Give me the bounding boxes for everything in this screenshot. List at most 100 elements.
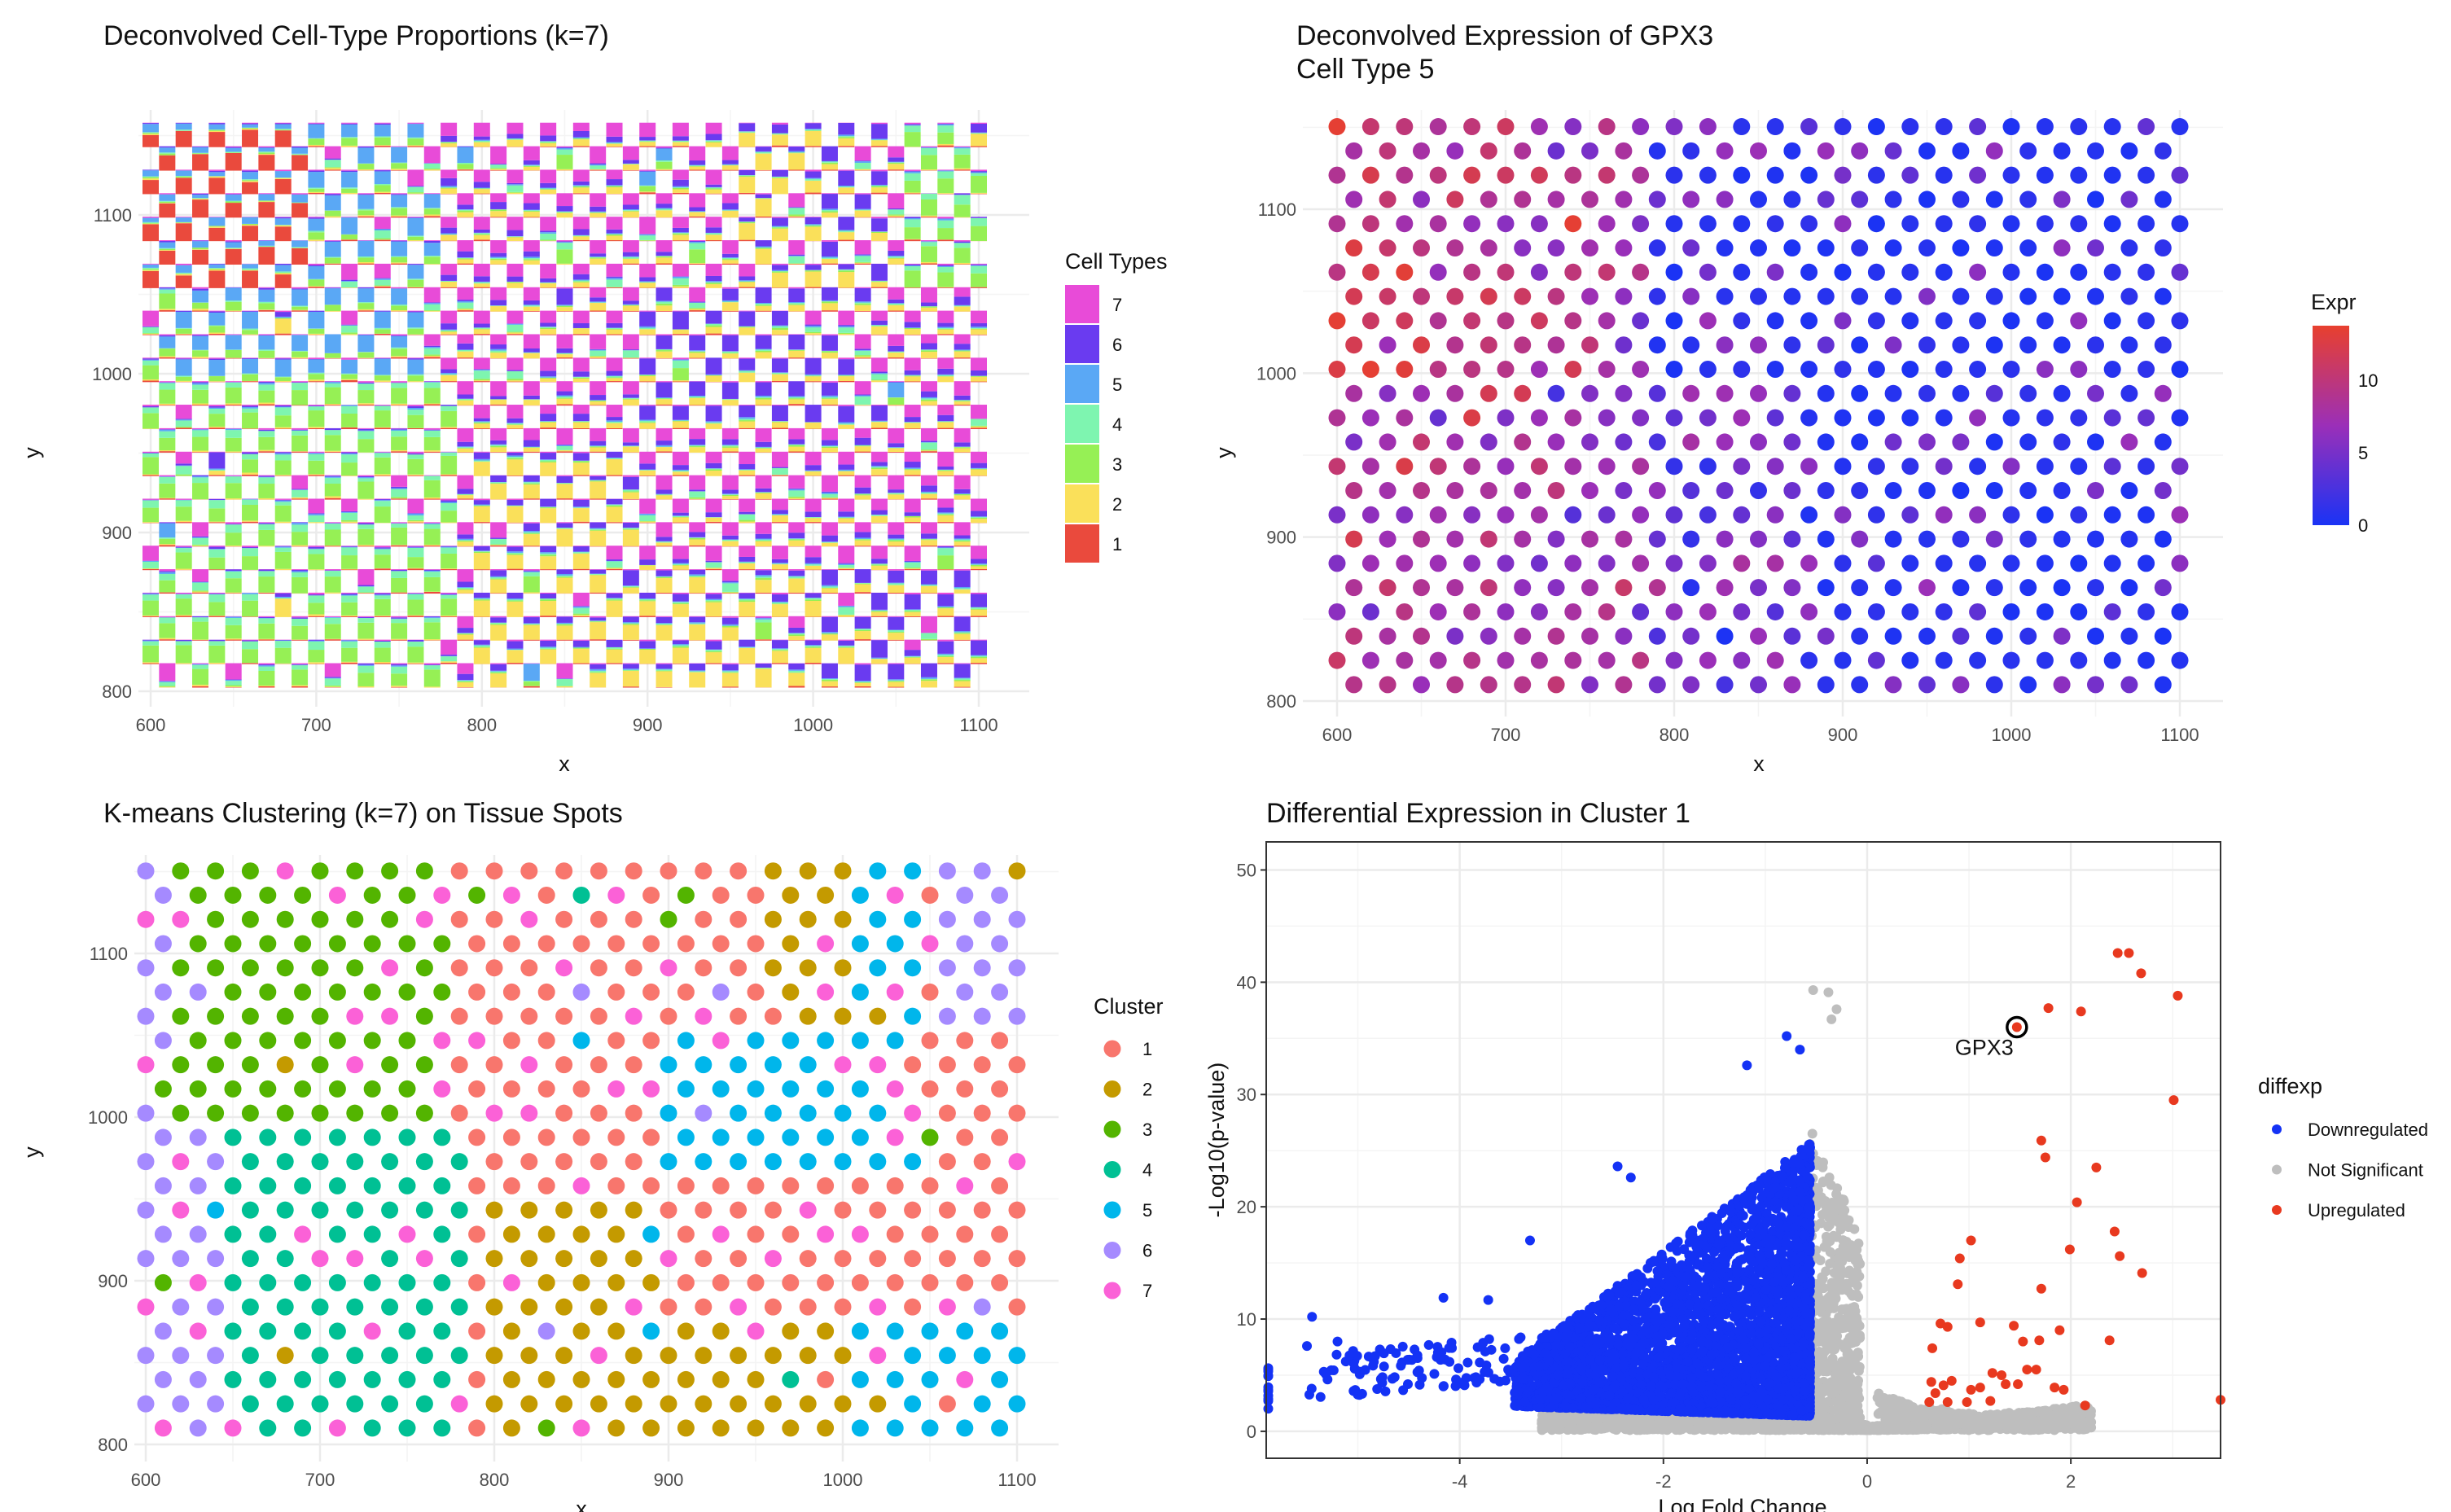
proportion-segment-type-3: [423, 354, 441, 356]
proportion-segment-type-6: [672, 179, 689, 186]
proportion-segment-type-3: [904, 227, 921, 239]
proportion-segment-type-2: [971, 426, 987, 428]
proportion-segment-type-4: [324, 617, 341, 625]
x-tick-label: 900: [633, 715, 663, 735]
proportion-bar: [473, 451, 490, 476]
proportion-bar: [971, 217, 987, 242]
proportion-bar: [242, 498, 259, 524]
proportion-bar: [606, 310, 623, 335]
proportion-segment-type-3: [473, 188, 490, 190]
proportion-segment-type-1: [159, 155, 176, 171]
proportion-segment-type-6: [705, 512, 722, 518]
proportion-segment-type-6: [374, 547, 391, 549]
proportion-segment-type-3: [904, 656, 921, 658]
proportion-segment-type-7: [870, 169, 888, 172]
proportion-segment-type-1: [656, 686, 673, 688]
proportion-segment-type-3: [672, 421, 689, 422]
proportion-segment-type-3: [854, 355, 871, 357]
proportion-bar: [622, 193, 639, 218]
proportion-segment-type-3: [473, 599, 490, 601]
proportion-bar: [705, 639, 722, 664]
proportion-segment-type-6: [689, 207, 706, 212]
proportion-segment-type-5: [805, 177, 822, 179]
proportion-segment-type-4: [441, 281, 458, 282]
proportion-bar: [672, 310, 689, 335]
proportion-segment-type-5: [870, 373, 888, 375]
proportion-segment-type-2: [473, 462, 490, 476]
proportion-segment-type-7: [672, 592, 689, 594]
proportion-segment-type-5: [739, 469, 756, 471]
proportion-segment-type-6: [540, 414, 557, 422]
proportion-bar: [788, 193, 805, 218]
proportion-bar: [755, 522, 772, 547]
proportion-segment-type-5: [854, 537, 871, 539]
proportion-segment-type-4: [274, 407, 292, 416]
proportion-segment-type-7: [324, 146, 341, 159]
proportion-segment-type-6: [689, 335, 706, 351]
proportion-segment-type-7: [788, 569, 805, 571]
proportion-segment-type-4: [788, 256, 805, 264]
proportion-segment-type-6: [739, 593, 756, 599]
proportion-segment-type-2: [490, 447, 507, 453]
proportion-segment-type-4: [407, 454, 424, 459]
proportion-segment-type-5: [274, 265, 292, 272]
proportion-segment-type-7: [142, 546, 159, 561]
proportion-segment-type-6: [672, 136, 689, 141]
proportion-segment-type-3: [159, 538, 176, 545]
proportion-segment-type-4: [423, 348, 441, 355]
proportion-segment-type-2: [391, 169, 408, 170]
proportion-segment-type-5: [258, 194, 275, 201]
proportion-segment-type-7: [954, 569, 971, 571]
proportion-segment-type-5: [639, 234, 656, 236]
proportion-segment-type-2: [441, 568, 458, 570]
proportion-bar: [208, 357, 226, 383]
proportion-segment-type-3: [572, 138, 590, 140]
proportion-segment-type-5: [771, 325, 788, 327]
proportion-bar: [374, 217, 391, 242]
proportion-bar: [457, 381, 474, 406]
proportion-bar: [904, 592, 921, 617]
proportion-segment-type-4: [854, 256, 871, 262]
proportion-bar: [721, 663, 739, 688]
proportion-bar: [341, 357, 358, 383]
proportion-segment-type-7: [672, 546, 689, 559]
proportion-segment-type-2: [556, 528, 573, 547]
proportion-bar: [192, 146, 209, 171]
proportion-bar: [954, 287, 971, 312]
proportion-segment-type-4: [208, 268, 226, 269]
proportion-segment-type-2: [622, 625, 639, 640]
proportion-segment-type-3: [308, 232, 325, 240]
proportion-bar: [292, 240, 309, 265]
proportion-bar: [606, 592, 623, 617]
proportion-bar: [920, 146, 937, 171]
proportion-segment-type-5: [192, 147, 209, 153]
proportion-segment-type-7: [473, 498, 490, 501]
proportion-segment-type-6: [920, 343, 937, 350]
proportion-segment-type-1: [192, 357, 209, 359]
proportion-segment-type-6: [274, 452, 292, 454]
panel1-ylabel: y: [20, 447, 44, 458]
legend-key-celltype-1: [1065, 524, 1099, 563]
proportion-segment-type-3: [308, 188, 325, 192]
proportion-bar: [441, 357, 458, 383]
proportion-segment-type-3: [805, 331, 822, 334]
proportion-segment-type-6: [622, 204, 639, 210]
proportion-segment-type-7: [490, 193, 507, 203]
proportion-segment-type-3: [192, 544, 209, 546]
proportion-segment-type-2: [590, 303, 607, 311]
proportion-bar: [622, 334, 639, 359]
proportion-bar: [357, 427, 375, 453]
proportion-segment-type-7: [292, 334, 309, 335]
proportion-bar: [788, 146, 805, 171]
proportion-segment-type-1: [920, 593, 937, 594]
proportion-segment-type-1: [572, 427, 590, 430]
proportion-segment-type-4: [971, 217, 987, 226]
proportion-segment-type-4: [854, 396, 871, 405]
proportion-bar: [258, 569, 275, 594]
proportion-segment-type-6: [490, 570, 507, 576]
proportion-segment-type-6: [656, 440, 673, 445]
proportion-segment-type-2: [391, 638, 408, 640]
proportion-segment-type-6: [721, 617, 739, 625]
proportion-segment-type-6: [672, 405, 689, 420]
proportion-segment-type-1: [441, 616, 458, 617]
